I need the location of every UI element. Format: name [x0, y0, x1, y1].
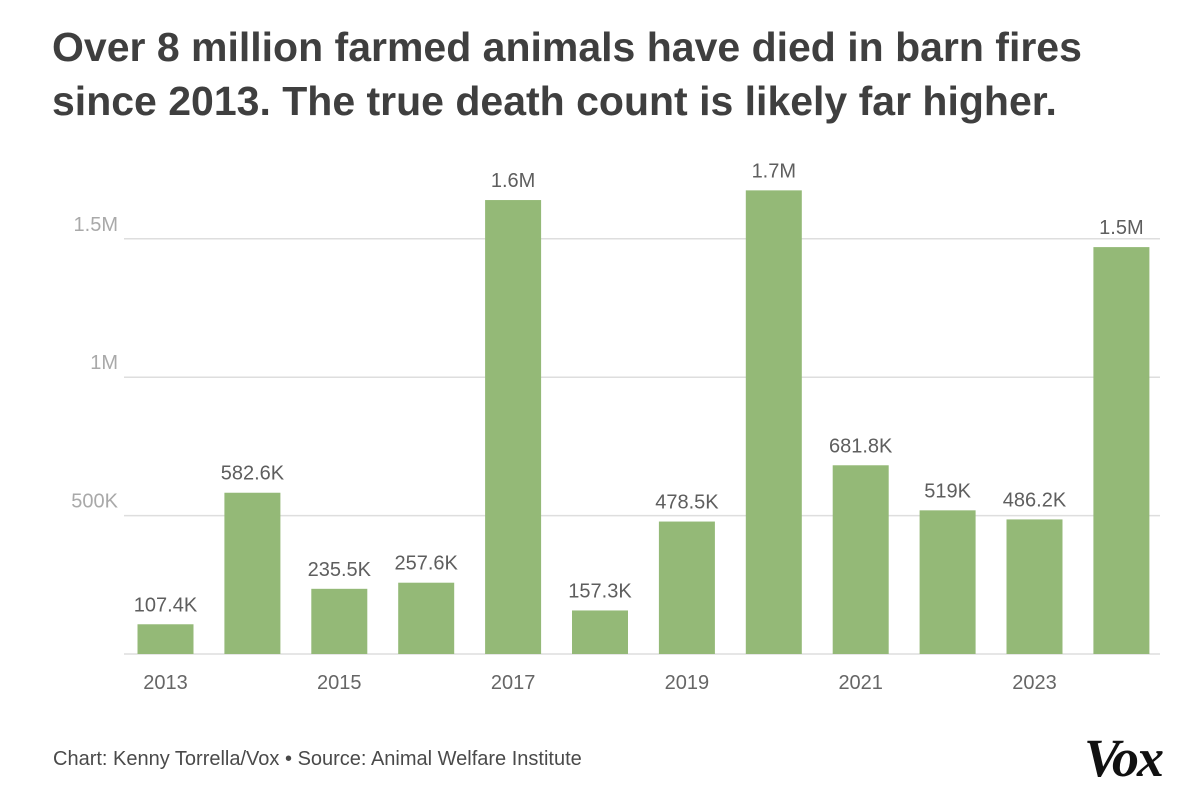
bars [137, 190, 1150, 655]
x-tick-label: 2015 [317, 672, 362, 694]
data-label-2021: 681.8K [829, 435, 893, 457]
y-tick-label: 1M [90, 352, 118, 374]
data-label-2023: 486.2K [1003, 489, 1067, 511]
chart-title: Over 8 million farmed animals have died … [52, 20, 1162, 128]
data-label-2022: 519K [924, 480, 971, 502]
data-label-2020: 1.7M [752, 160, 796, 182]
bar-2014 [224, 492, 281, 654]
data-label-2019: 478.5K [655, 492, 719, 514]
vox-logo: Vox [1083, 728, 1164, 788]
x-tick-label: 2023 [1012, 672, 1057, 694]
y-tick-label: 1.5M [74, 214, 118, 236]
chart-title-line-2: since 2013. The true death count is like… [52, 78, 1057, 124]
bar-2015 [311, 588, 368, 654]
data-label-2018: 157.3K [568, 580, 632, 602]
x-axis: 2013 2015 2017 2019 2021 2023 [143, 672, 1057, 694]
x-tick-label: 2021 [838, 672, 883, 694]
bar-2013 [137, 624, 194, 654]
chart-footer: Chart: Kenny Torrella/Vox • Source: Anim… [53, 748, 582, 771]
x-tick-label: 2013 [143, 672, 188, 694]
bar-2019 [658, 521, 715, 654]
footer-separator: • [284, 748, 292, 770]
bar-2022 [919, 510, 976, 654]
chart-title-line-1: Over 8 million farmed animals have died … [52, 24, 1082, 70]
x-tick-label: 2017 [491, 672, 536, 694]
chart-source: Source: Animal Welfare Institute [297, 748, 582, 770]
bar-2016 [398, 582, 455, 654]
data-label-2014: 582.6K [221, 463, 285, 485]
bar-2020 [745, 190, 802, 655]
data-label-2017: 1.6M [491, 170, 535, 192]
gridlines: 500K 1M 1.5M [71, 214, 1160, 655]
bar-2017 [485, 200, 542, 654]
data-label-2016: 257.6K [395, 553, 459, 575]
x-tick-label: 2019 [665, 672, 710, 694]
y-tick-label: 500K [71, 491, 118, 513]
data-label-2024: 1.5M [1099, 217, 1143, 239]
bar-2023 [1006, 519, 1063, 654]
data-labels: 107.4K 582.6K 235.5K 257.6K 1.6M 157.3K 478.5K… [134, 160, 1144, 616]
bar-2021 [832, 465, 889, 654]
data-label-2013: 107.4K [134, 594, 198, 616]
bar-2018 [572, 610, 628, 654]
data-label-2015: 235.5K [308, 559, 372, 581]
bar-2024 [1093, 247, 1150, 654]
chart-credit: Chart: Kenny Torrella/Vox [53, 748, 280, 770]
